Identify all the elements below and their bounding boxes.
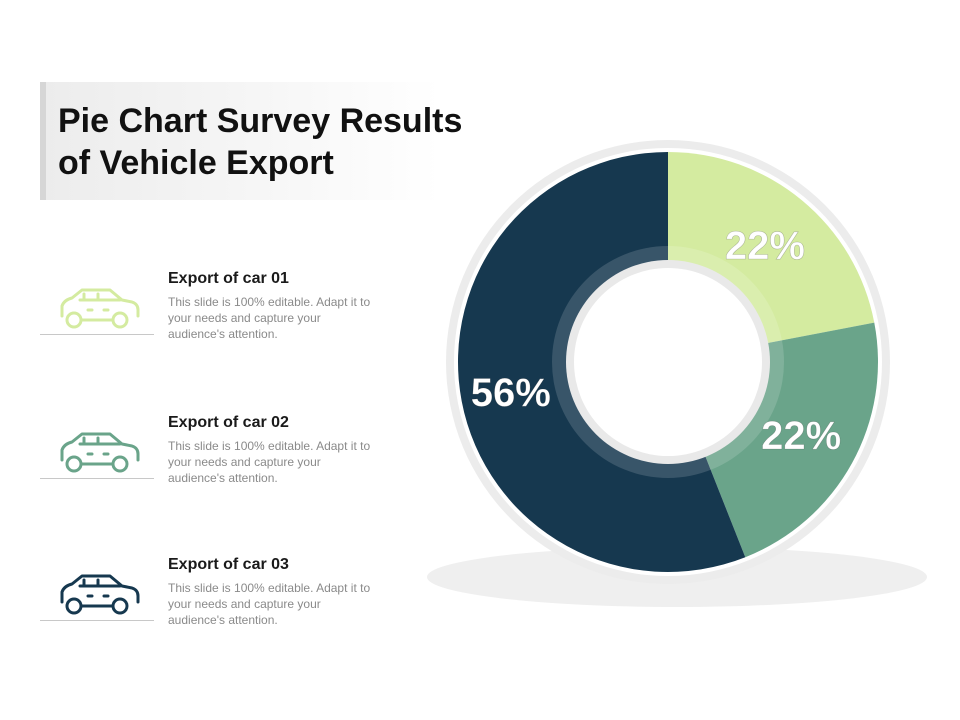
slice-label-1: 22% [725, 224, 805, 268]
car-icon [60, 574, 140, 615]
car-icon [60, 432, 140, 473]
chart-labels: 22% 22% 56% [471, 224, 842, 459]
item-divider [40, 334, 154, 335]
page-title: Pie Chart Survey Results of Vehicle Expo… [58, 102, 463, 182]
item-title: Export of car 03 [168, 556, 289, 573]
title-accent-bar [40, 82, 46, 200]
title-panel: Pie Chart Survey Results of Vehicle Expo… [40, 82, 462, 200]
item-title: Export of car 02 [168, 414, 289, 431]
car-icon [60, 288, 140, 329]
item-divider [40, 620, 154, 621]
legend-item-car-03: Export of car 03 This slide is 100% edit… [40, 556, 400, 656]
legend-item-car-01: Export of car 01 This slide is 100% edit… [40, 270, 400, 370]
donut-chart: 22% 22% 56% [427, 140, 927, 607]
legend-item-car-02: Export of car 02 This slide is 100% edit… [40, 414, 400, 514]
item-description: This slide is 100% editable. Adapt it to… [168, 581, 371, 627]
item-description: This slide is 100% editable. Adapt it to… [168, 295, 371, 341]
slice-label-2: 22% [761, 414, 841, 458]
slice-label-3: 56% [471, 371, 551, 415]
item-title: Export of car 01 [168, 270, 289, 287]
item-divider [40, 478, 154, 479]
donut-hole [574, 268, 762, 456]
item-description: This slide is 100% editable. Adapt it to… [168, 439, 371, 485]
